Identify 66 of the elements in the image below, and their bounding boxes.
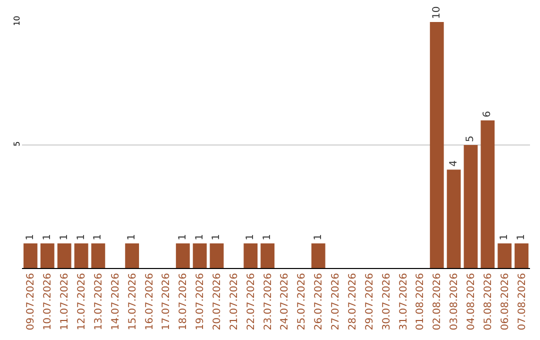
bar — [311, 243, 326, 268]
data-label: 1 — [312, 234, 324, 240]
x-tick-label: 06.08.2026 — [500, 273, 511, 330]
data-label: 1 — [58, 234, 70, 240]
data-label: 5 — [465, 136, 476, 142]
bar — [514, 243, 528, 268]
data-label: 1 — [211, 234, 222, 240]
bar — [430, 22, 444, 268]
x-tick-label: 28.07.2026 — [347, 273, 358, 330]
bar — [192, 243, 207, 268]
data-label: 1 — [194, 234, 206, 240]
x-tick-label: 05.08.2026 — [482, 273, 494, 330]
data-label: 1 — [126, 234, 138, 240]
x-tick-label: 27.07.2026 — [330, 273, 342, 330]
data-label: 1 — [42, 234, 53, 240]
x-tick-label: 15.07.2026 — [127, 273, 138, 330]
x-tick-label: 20.07.2026 — [212, 273, 223, 330]
x-tick-label: 01.08.2026 — [415, 273, 426, 330]
bar — [91, 243, 106, 268]
data-label: 1 — [177, 234, 188, 240]
data-label: 1 — [262, 234, 274, 240]
x-tick-label: 09.07.2026 — [26, 273, 37, 330]
x-tick-label: 16.07.2026 — [144, 273, 156, 330]
x-tick-label: 31.07.2026 — [398, 273, 410, 330]
data-label: 1 — [76, 234, 87, 240]
x-tick-label: 10.07.2026 — [42, 273, 54, 330]
data-label: 10 — [431, 6, 442, 19]
x-tick-label: 26.07.2026 — [314, 273, 325, 330]
x-tick-label: 29.07.2026 — [364, 273, 376, 330]
data-label: 1 — [499, 234, 510, 240]
bar — [176, 243, 190, 268]
bar — [464, 145, 478, 268]
x-tick-label: 18.07.2026 — [178, 273, 190, 330]
x-tick-label: 03.08.2026 — [449, 273, 460, 330]
bar — [260, 243, 274, 268]
data-label: 1 — [245, 234, 256, 240]
data-label: 4 — [448, 160, 460, 167]
x-tick-label: 11.07.2026 — [60, 273, 71, 330]
x-tick-label: 17.07.2026 — [161, 273, 172, 330]
bar — [125, 243, 140, 268]
x-tick-label: 30.07.2026 — [381, 273, 392, 330]
x-tick-label: 23.07.2026 — [262, 273, 274, 330]
bar — [57, 243, 72, 268]
x-tick-label: 24.07.2026 — [280, 273, 291, 330]
bar — [24, 243, 38, 268]
bar — [446, 170, 461, 268]
x-tick-label: 21.07.2026 — [228, 273, 240, 330]
data-label: 1 — [24, 234, 36, 240]
data-label: 1 — [516, 234, 528, 240]
x-tick-label: 04.08.2026 — [466, 273, 477, 330]
bar — [74, 243, 88, 268]
bar — [40, 243, 54, 268]
x-tick-label: 25.07.2026 — [296, 273, 308, 330]
bar — [498, 243, 512, 268]
x-tick-label: 14.07.2026 — [110, 273, 122, 330]
x-tick-label: 13.07.2026 — [93, 273, 104, 330]
x-tick-label: 12.07.2026 — [76, 273, 88, 330]
bar — [244, 243, 258, 268]
x-tick-label: 02.08.2026 — [432, 273, 444, 330]
data-label: 6 — [482, 111, 494, 118]
x-tick-label: 19.07.2026 — [195, 273, 206, 330]
bar — [210, 243, 224, 268]
bar — [480, 120, 495, 268]
x-tick-label: 22.07.2026 — [246, 273, 257, 330]
data-label: 1 — [92, 234, 104, 240]
x-tick-label: 07.08.2026 — [516, 273, 528, 330]
